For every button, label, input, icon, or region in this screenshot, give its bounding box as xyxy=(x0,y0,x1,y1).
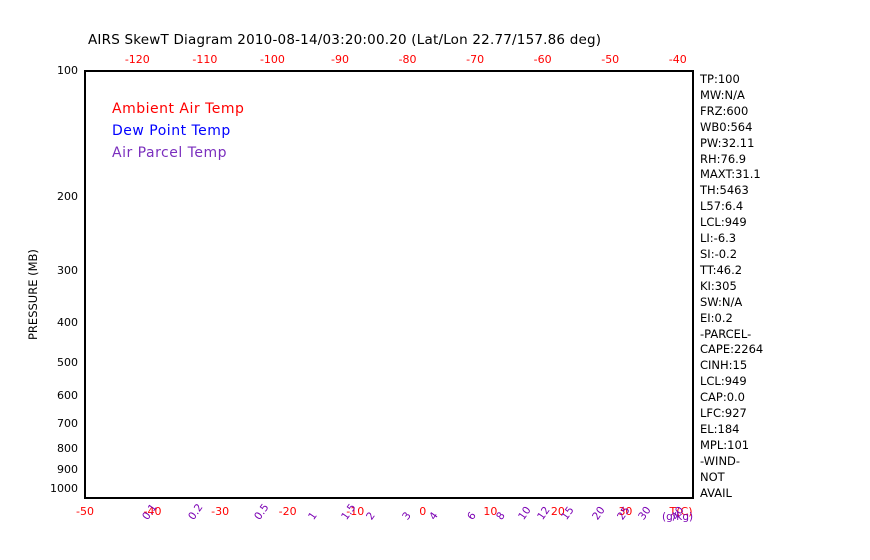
legend-ambient-air-temp: Ambient Air Temp xyxy=(112,101,245,117)
bottom-temp-unit: T(C) xyxy=(669,505,693,518)
parameter-item: EL:184 xyxy=(700,421,740,436)
parameter-item: MPL:101 xyxy=(700,437,750,452)
parameter-item: NOT xyxy=(700,469,725,484)
pressure-tick-1000: 1000 xyxy=(50,482,78,496)
parameter-item: KI:305 xyxy=(700,278,737,293)
plot-frame xyxy=(84,70,694,499)
top-temp-tick--80: -80 xyxy=(398,53,417,66)
parameter-item: WB0:564 xyxy=(700,119,753,134)
parameter-item: -WIND- xyxy=(700,453,741,468)
bottom-temp-tick--50: -50 xyxy=(76,505,94,518)
parameter-item: FRZ:600 xyxy=(700,103,749,118)
isotherm-line xyxy=(828,71,870,498)
parameter-item: LFC:927 xyxy=(700,406,747,421)
bottom-temp-tick-20: 20 xyxy=(550,505,565,518)
pressure-tick-200: 200 xyxy=(57,189,78,203)
pressure-tick-700: 700 xyxy=(57,417,78,431)
pressure-tick-500: 500 xyxy=(57,356,78,370)
legend-dew-point-temp: Dew Point Temp xyxy=(112,123,231,139)
isotherm-line xyxy=(0,71,70,498)
parameter-item: LCL:949 xyxy=(700,374,747,389)
parameter-item: SI:-0.2 xyxy=(700,246,738,261)
bottom-temp-tick-0: 0 xyxy=(419,505,427,518)
pressure-tick-800: 800 xyxy=(57,441,78,455)
top-temp-tick--40: -40 xyxy=(668,53,687,66)
parameter-item: TP:100 xyxy=(700,72,740,86)
top-temp-tick--100: -100 xyxy=(259,53,285,66)
legend-air-parcel-temp: Air Parcel Temp xyxy=(112,145,227,161)
parameter-item: CAP:0.0 xyxy=(700,390,745,405)
parameter-item: CAPE:2264 xyxy=(700,342,764,357)
parameter-item: L57:6.4 xyxy=(700,199,744,214)
parameter-item: AVAIL xyxy=(700,485,732,500)
parameter-item: TT:46.2 xyxy=(700,262,743,277)
parameter-item: EI:0.2 xyxy=(700,310,733,325)
top-temp-tick--60: -60 xyxy=(533,53,552,66)
bottom-temp-tick--20: -20 xyxy=(278,505,297,518)
parameter-item: MAXT:31.1 xyxy=(700,167,761,182)
page-title: AIRS SkewT Diagram 2010-08-14/03:20:00.2… xyxy=(88,32,602,48)
parameter-item: SW:N/A xyxy=(700,294,743,309)
bottom-temp-tick--10: -10 xyxy=(346,505,365,518)
top-temp-tick--110: -110 xyxy=(192,53,218,66)
sounding-parameter-list: TP:100 MW:N/A FRZ:600 WB0:564 PW:32.11 RH:76.… xyxy=(700,72,830,501)
top-temp-tick--50: -50 xyxy=(601,53,620,66)
parameter-item: LCL:949 xyxy=(700,215,747,230)
isotherm-line xyxy=(0,71,2,498)
pressure-tick-900: 900 xyxy=(57,463,78,476)
bottom-temp-tick-30: 30 xyxy=(618,505,633,518)
mixing-ratio-unit: (g/kg) xyxy=(662,511,694,523)
parameter-item: TH:5463 xyxy=(700,183,749,198)
pressure-tick-400: 400 xyxy=(57,315,78,329)
top-temp-tick--90: -90 xyxy=(331,53,349,66)
parameter-item: CINH:15 xyxy=(700,358,748,373)
parameter-item: PW:32.11 xyxy=(700,135,755,150)
parameter-item: MW:N/A xyxy=(700,87,745,102)
parameter-item: -PARCEL- xyxy=(700,326,752,341)
bottom-temp-tick--30: -30 xyxy=(211,505,230,518)
parameter-item: RH:76.9 xyxy=(700,151,747,166)
bottom-temp-tick-10: 10 xyxy=(483,505,498,518)
top-temp-tick--120: -120 xyxy=(124,53,150,66)
top-temp-tick--70: -70 xyxy=(466,53,485,66)
parameter-item: LI:-6.3 xyxy=(700,231,737,246)
pressure-tick-100: 100 xyxy=(57,64,78,77)
plot-background xyxy=(85,71,693,498)
pressure-tick-300: 300 xyxy=(57,263,78,277)
pressure-tick-600: 600 xyxy=(57,389,78,403)
bottom-temp-tick--40: -40 xyxy=(143,505,162,518)
